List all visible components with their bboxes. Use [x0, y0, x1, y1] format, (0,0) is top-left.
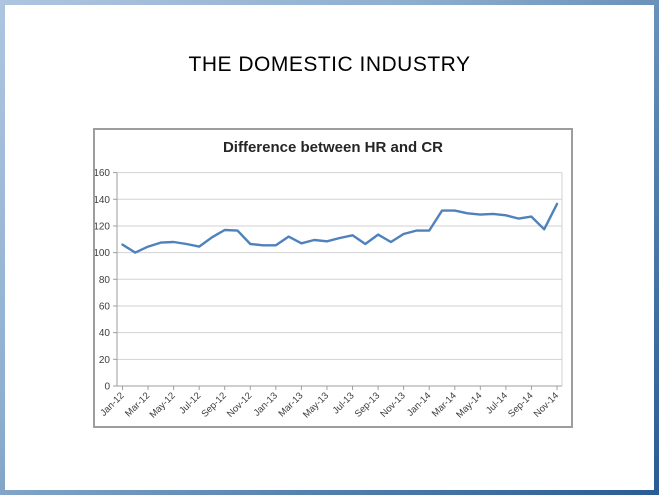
y-axis-label: 0: [104, 382, 110, 393]
x-axis-label: Nov-14: [532, 390, 561, 419]
chart-title: Difference between HR and CR: [222, 139, 444, 156]
chart-line: [121, 202, 559, 254]
x-axis-label: Nov-13: [378, 390, 407, 419]
y-axis-label: 140: [95, 195, 110, 206]
y-axis-label: 100: [95, 248, 110, 259]
x-axis-label: May-14: [454, 390, 484, 420]
y-axis-label: 120: [95, 221, 110, 232]
x-axis-label: Mar-12: [123, 390, 152, 419]
y-axis-label: 80: [99, 275, 111, 286]
x-axis-label: Jan-13: [252, 390, 280, 418]
x-axis-label: May-12: [148, 390, 178, 420]
x-axis-label: Sep-12: [199, 390, 228, 419]
y-axis-label: 20: [99, 355, 111, 366]
y-axis-label: 60: [99, 301, 111, 312]
x-axis-label: May-13: [301, 390, 331, 420]
chart-area: Difference between HR and CR 0 20 40 60 80 10…: [93, 128, 573, 428]
x-axis-label: Jan-14: [405, 390, 433, 418]
x-axis-label: Sep-13: [353, 390, 382, 419]
slide-title: THE DOMESTIC INDUSTRY: [188, 53, 471, 76]
x-axis-label: Sep-14: [506, 390, 535, 419]
x-axis-label: Jan-12: [98, 390, 126, 418]
x-axis-label: Mar-14: [430, 390, 459, 419]
y-axis-label: 40: [99, 328, 111, 339]
x-axis-label: Nov-12: [225, 390, 254, 419]
y-axis-label: 160: [95, 168, 110, 179]
slide: THE DOMESTIC INDUSTRY Difference between…: [5, 5, 654, 490]
x-axis-label: Mar-13: [276, 390, 305, 419]
